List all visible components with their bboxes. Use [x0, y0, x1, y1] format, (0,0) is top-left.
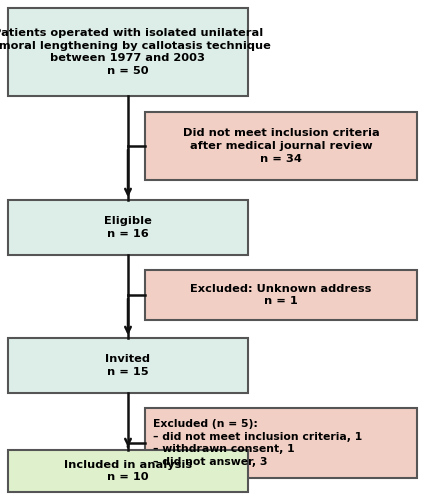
Text: Invited
n = 15: Invited n = 15	[105, 354, 150, 377]
Text: Included in analysis
n = 10: Included in analysis n = 10	[64, 460, 192, 482]
FancyBboxPatch shape	[8, 8, 248, 96]
Text: Did not meet inclusion criteria
after medical journal review
n = 34: Did not meet inclusion criteria after me…	[183, 128, 379, 164]
FancyBboxPatch shape	[8, 200, 248, 255]
Text: Excluded (n = 5):
– did not meet inclusion criteria, 1
– withdrawn consent, 1
– : Excluded (n = 5): – did not meet inclusi…	[153, 419, 362, 467]
FancyBboxPatch shape	[8, 450, 248, 492]
FancyBboxPatch shape	[145, 270, 417, 320]
Text: Eligible
n = 16: Eligible n = 16	[104, 216, 152, 239]
FancyBboxPatch shape	[8, 338, 248, 393]
Text: Excluded: Unknown address
n = 1: Excluded: Unknown address n = 1	[190, 284, 372, 306]
FancyBboxPatch shape	[145, 112, 417, 180]
Text: Patients operated with isolated unilateral
femoral lengthening by callotasis tec: Patients operated with isolated unilater…	[0, 28, 270, 76]
FancyBboxPatch shape	[145, 408, 417, 478]
